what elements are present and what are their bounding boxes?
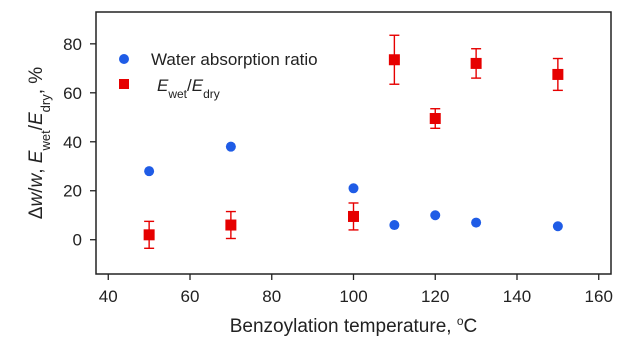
y-axis-title-sep: , [26, 163, 47, 174]
series-water-absorption [144, 141, 563, 232]
y-axis-title-e1: E [26, 150, 47, 163]
x-tick-label: 120 [421, 287, 449, 306]
legend-label-sub-dry: dry [203, 87, 220, 101]
x-tick-label: 140 [503, 287, 531, 306]
data-point-modulus [470, 57, 482, 69]
x-axis-ticks: 40 60 80 100 120 140 160 [99, 274, 613, 306]
legend-marker-modulus [119, 79, 129, 89]
legend-label-water: Water absorption ratio [151, 50, 318, 69]
y-tick-label: 60 [63, 84, 82, 103]
y-axis-title-end: , % [26, 67, 47, 95]
legend-label-slash: / [187, 76, 192, 95]
data-point-water [144, 166, 155, 177]
y-axis-title-delta: Δ [26, 206, 47, 219]
x-axis-title: Benzoylation temperature, oC [230, 314, 478, 337]
y-tick-label: 80 [63, 35, 82, 54]
legend-label-e1: E [157, 76, 169, 95]
series-marks [143, 34, 564, 249]
x-tick-label: 40 [99, 287, 118, 306]
data-point-water [552, 221, 563, 232]
data-point-modulus [348, 210, 359, 222]
data-point-modulus [225, 219, 237, 231]
y-axis-title: Δw/w, Ewet/Edry, % [26, 67, 53, 220]
x-tick-label: 80 [262, 287, 281, 306]
y-axis-title-slash: / [26, 187, 47, 193]
series-modulus-ratio [143, 34, 564, 249]
y-axis-title-sub-dry: dry [38, 94, 53, 113]
data-point-modulus [429, 113, 441, 125]
x-tick-label: 60 [181, 287, 200, 306]
data-point-modulus [552, 68, 564, 80]
legend-label-sub-wet: wet [167, 87, 187, 101]
data-point-water [430, 210, 441, 221]
data-point-water [225, 141, 236, 152]
data-point-water [471, 217, 482, 228]
x-tick-label: 160 [585, 287, 613, 306]
y-tick-label: 0 [73, 231, 82, 250]
y-tick-label: 40 [63, 133, 82, 152]
data-point-modulus [143, 229, 155, 241]
legend-marker-water [119, 54, 129, 64]
y-tick-label: 20 [63, 182, 82, 201]
x-axis-title-unit: C [464, 316, 478, 337]
y-axis-ticks: 0 20 40 60 80 [63, 35, 96, 250]
y-axis-title-sub-wet: wet [38, 130, 53, 152]
x-tick-label: 100 [339, 287, 367, 306]
data-point-water [389, 220, 400, 231]
y-axis-title-e2: E [26, 112, 47, 125]
x-axis-title-text: Benzoylation temperature, [230, 316, 457, 337]
legend-label-modulus: Ewet/Edry [157, 76, 220, 101]
y-axis-title-slash-2: / [26, 124, 47, 130]
legend-label-e2: E [192, 76, 204, 95]
x-axis-title-degree: o [457, 314, 464, 328]
data-point-modulus [388, 54, 400, 66]
data-point-water [348, 183, 359, 194]
y-axis-title-w2: w [26, 172, 47, 187]
legend: Water absorption ratio Ewet/Edry [119, 50, 318, 101]
y-axis-title-w1: w [26, 192, 47, 207]
